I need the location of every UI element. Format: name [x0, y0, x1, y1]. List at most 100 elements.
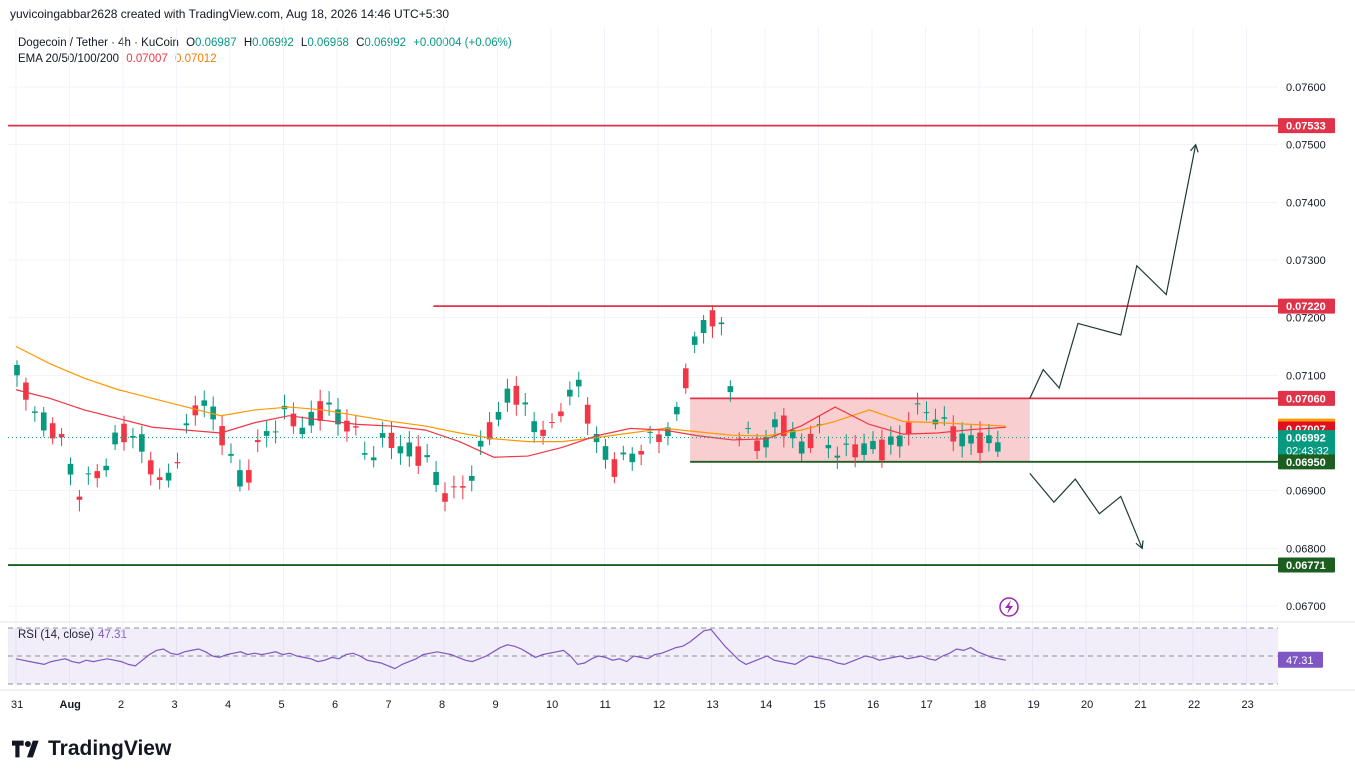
candle-body	[567, 389, 573, 397]
tradingview-logo[interactable]: TradingView	[12, 737, 171, 761]
ema-value-2: 0.07012	[175, 53, 217, 65]
candle-body	[923, 412, 930, 414]
time-tick-label: 2	[118, 699, 124, 711]
price-tick-label: 0.07500	[1286, 140, 1326, 152]
candle-body	[789, 429, 796, 439]
candle-body	[263, 431, 270, 436]
time-tick-label: 6	[332, 699, 338, 711]
symbol-title[interactable]: Dogecoin / Tether · 4h · KuCoin	[18, 37, 179, 49]
candle	[763, 430, 769, 458]
candle-body	[174, 462, 181, 464]
candle-body	[888, 436, 894, 445]
candle-body	[825, 444, 832, 449]
candle-body	[254, 440, 261, 443]
candle-body	[620, 452, 627, 455]
candle	[905, 411, 912, 446]
time-tick-label: 19	[1028, 699, 1040, 711]
candle	[40, 406, 47, 437]
candle	[602, 438, 609, 469]
candle-body	[370, 457, 377, 461]
candle-body	[950, 426, 957, 442]
time-axis: 31 Aug 2 3 4 5 6 7 8 9 10 11 12 13 14 15 16 17 18 19 20 21 22 2…	[11, 699, 1254, 711]
tradingview-logo-icon	[12, 740, 39, 758]
time-tick-label: 4	[225, 699, 231, 711]
candle	[121, 415, 127, 451]
candle	[834, 446, 841, 469]
price-tick-label: 0.07200	[1286, 313, 1326, 325]
candle-body	[914, 403, 921, 405]
candle	[727, 380, 734, 402]
candle-body	[665, 427, 671, 437]
time-tick-label: 5	[279, 699, 285, 711]
candle-body	[629, 453, 636, 463]
candle-body	[843, 443, 850, 445]
candle	[406, 431, 413, 467]
candle	[682, 363, 689, 394]
candle	[192, 395, 199, 426]
candle	[531, 411, 537, 443]
candle	[32, 406, 38, 422]
candle-body	[388, 432, 395, 448]
candle	[370, 445, 377, 468]
candle	[219, 415, 225, 456]
bullish-projection-path-arrowhead	[1190, 143, 1199, 153]
price-label-bg	[1278, 118, 1335, 134]
byline: yuvicoingabbar2628 created with TradingV…	[10, 7, 450, 21]
rsi-value-bg	[1278, 651, 1323, 668]
ema-row: EMA 20/50/100/200 0.07007 0.07012	[18, 51, 512, 67]
change-value: +0.00004 (+0.06%)	[413, 37, 512, 49]
candle	[620, 445, 627, 461]
candle-body	[549, 422, 555, 424]
candle-body	[709, 310, 716, 327]
candle	[923, 401, 930, 421]
bearish-projection-path	[1029, 472, 1143, 549]
candle-body	[165, 472, 172, 481]
chart-legend: Dogecoin / Tether · 4h · KuCoin O0.06987…	[18, 35, 512, 67]
candle-body	[379, 433, 386, 438]
candle	[85, 466, 92, 485]
ema-value-1: 0.07007	[126, 53, 168, 65]
time-tick-label: 7	[386, 699, 392, 711]
candle-body	[727, 386, 734, 393]
candle	[522, 393, 529, 416]
candle-body	[228, 453, 234, 456]
candle	[700, 314, 707, 344]
candle-body	[807, 433, 814, 449]
candle	[977, 421, 983, 464]
candle-body	[433, 472, 439, 486]
candle-body	[442, 493, 448, 502]
candle	[807, 425, 814, 453]
price-label-text: 0.06992	[1286, 433, 1326, 445]
candle-body	[94, 471, 101, 479]
candle-body	[14, 364, 20, 376]
candle-body	[353, 426, 359, 428]
time-tick-label: 16	[867, 699, 879, 711]
candle	[593, 426, 600, 454]
brand-name: TradingView	[48, 737, 172, 760]
candle-body	[736, 438, 743, 440]
grid-lines	[8, 28, 1278, 690]
price-label-bg	[1278, 557, 1335, 573]
candle-body	[531, 421, 537, 433]
lightning-icon	[999, 597, 1019, 617]
rsi-label[interactable]: RSI (14, close)	[18, 629, 95, 641]
candle-body	[602, 446, 609, 460]
candle-body	[870, 440, 876, 450]
candle	[299, 416, 306, 439]
candle	[460, 475, 466, 500]
candle	[103, 458, 109, 477]
candle-body	[896, 435, 903, 447]
candle-body	[959, 433, 965, 447]
candle	[843, 434, 850, 457]
price-axis: 0.07600 0.07500 0.07400 0.07300 0.07200 0.071…	[1278, 82, 1335, 613]
candle-body	[58, 434, 65, 438]
candle-body	[210, 406, 216, 420]
price-tick-label: 0.06800	[1286, 543, 1326, 555]
ema-label[interactable]: EMA 20/50/100/200	[18, 53, 120, 65]
candle-body	[986, 435, 992, 444]
price-label-text: 0.07220	[1286, 301, 1326, 313]
time-tick-label: 12	[653, 699, 665, 711]
candle	[611, 452, 618, 484]
candle-body	[468, 475, 475, 481]
